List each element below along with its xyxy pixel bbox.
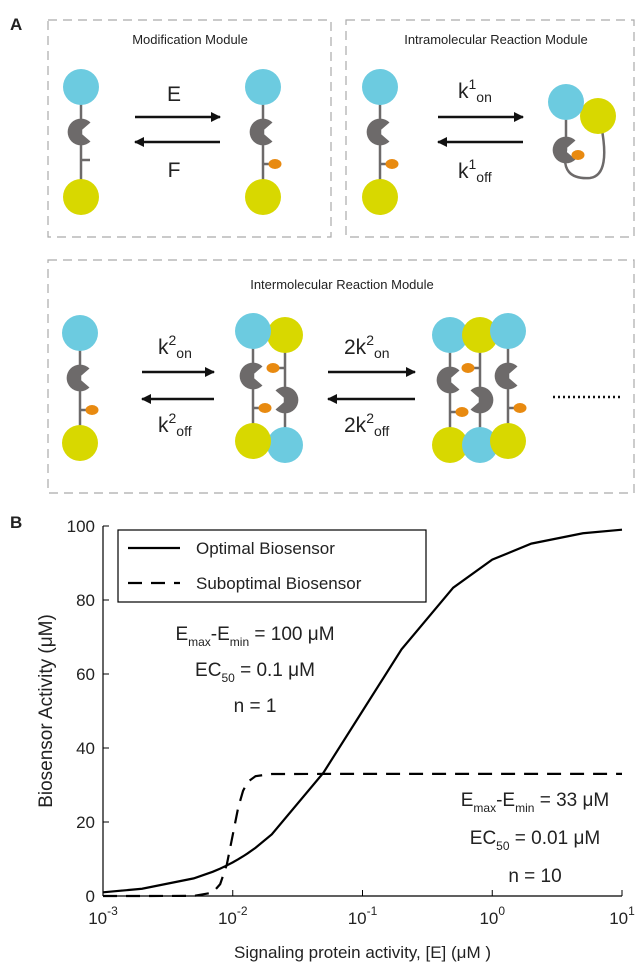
tick-base: 10 <box>348 909 367 928</box>
rate-sub: on <box>476 89 492 105</box>
annotation-sub: max <box>473 801 496 815</box>
rate-sub: off <box>476 169 491 185</box>
annotation-text: = 100 μM <box>249 624 334 645</box>
annotation-text: -E <box>211 624 230 645</box>
rate-label: k1off <box>458 156 492 185</box>
rate-sup: 1 <box>469 76 477 92</box>
rate-label: k2off <box>158 410 192 439</box>
x-tick-label: 100 <box>479 904 505 928</box>
annotation: n = 10 <box>508 866 561 887</box>
folded-molecule <box>548 84 616 180</box>
annotation-text: E <box>175 624 188 645</box>
molecule <box>62 315 99 461</box>
annotation-text: n = 10 <box>508 866 561 887</box>
tick-exp: 1 <box>628 904 635 918</box>
module-box <box>47 19 332 238</box>
annotation-text: = 33 μM <box>534 790 609 811</box>
y-tick-label: 20 <box>76 813 95 832</box>
x-tick-label: 101 <box>609 904 635 928</box>
annotation: Emax-Emin = 100 μM <box>175 624 334 649</box>
dimer <box>235 313 303 463</box>
annotation: EC50 = 0.01 μM <box>470 828 600 853</box>
molecule <box>362 69 399 215</box>
tick-base: 10 <box>218 909 237 928</box>
panel-label: B <box>10 513 22 532</box>
enzyme-label: F <box>168 159 181 182</box>
module-title: Intermolecular Reaction Module <box>250 277 434 292</box>
rate-sub: on <box>176 345 192 361</box>
rate-base: k <box>158 336 169 359</box>
annotation: n = 1 <box>234 696 277 717</box>
y-tick-label: 40 <box>76 739 95 758</box>
rate-sup: 2 <box>169 332 177 348</box>
x-tick-label: 10-2 <box>218 904 248 928</box>
tick-base: 10 <box>88 909 107 928</box>
annotation: EC50 = 0.1 μM <box>195 660 315 685</box>
tick-exp: 0 <box>498 904 505 918</box>
panel-label: A <box>10 15 22 34</box>
annotation-text: n = 1 <box>234 696 277 717</box>
enzyme-label: E <box>167 83 181 106</box>
y-tick-label: 100 <box>67 517 95 536</box>
module-box <box>47 259 635 494</box>
rate-label: 2k2on <box>344 332 390 361</box>
rate-label: k1on <box>458 76 492 105</box>
molecule <box>245 69 282 215</box>
tick-exp: -2 <box>237 904 248 918</box>
annotation-text: = 0.01 μM <box>510 828 601 849</box>
rate-base: 2k <box>344 414 367 437</box>
module-box <box>345 19 635 238</box>
annotation-text: -E <box>496 790 515 811</box>
annotation-text: E <box>461 790 474 811</box>
annotation-text: EC <box>470 828 496 849</box>
y-tick-label: 0 <box>86 887 95 906</box>
y-tick-label: 80 <box>76 591 95 610</box>
y-tick-label: 60 <box>76 665 95 684</box>
tick-exp: -3 <box>107 904 118 918</box>
rate-sub: off <box>176 423 191 439</box>
rate-sup: 2 <box>366 332 374 348</box>
legend-box <box>117 529 427 603</box>
annotation-sub: min <box>230 635 249 649</box>
annotation-sub: max <box>188 635 211 649</box>
rate-label: 2k2off <box>344 410 389 439</box>
tick-exp: -1 <box>367 904 378 918</box>
rate-label: k2on <box>158 332 192 361</box>
legend-label: Suboptimal Biosensor <box>196 574 362 593</box>
rate-base: k <box>158 414 169 437</box>
annotation: Emax-Emin = 33 μM <box>461 790 610 815</box>
annotation-sub: 50 <box>221 671 235 685</box>
module-title: Intramolecular Reaction Module <box>404 32 588 47</box>
rate-base: k <box>458 160 469 183</box>
legend-label: Optimal Biosensor <box>196 539 335 558</box>
rate-sub: off <box>374 423 389 439</box>
rate-sub: on <box>374 345 390 361</box>
annotation-text: = 0.1 μM <box>235 660 315 681</box>
y-axis-label: Biosensor Activity (μM) <box>36 614 57 808</box>
tick-base: 10 <box>609 909 628 928</box>
trimer <box>432 313 527 463</box>
rate-sup: 1 <box>469 156 477 172</box>
tick-base: 10 <box>479 909 498 928</box>
module-title: Modification Module <box>132 32 248 47</box>
rate-sup: 2 <box>169 410 177 426</box>
rate-sup: 2 <box>366 410 374 426</box>
rate-base: k <box>458 80 469 103</box>
annotation-sub: min <box>515 801 534 815</box>
molecule <box>63 69 99 215</box>
series-line <box>102 528 623 894</box>
x-tick-label: 10-3 <box>88 904 118 928</box>
annotation-text: EC <box>195 660 221 681</box>
x-tick-label: 10-1 <box>348 904 378 928</box>
rate-base: 2k <box>344 336 367 359</box>
series-line <box>103 772 622 898</box>
annotation-sub: 50 <box>496 839 510 853</box>
x-axis-label: Signaling protein activity, [E] (μM ) <box>234 943 491 962</box>
